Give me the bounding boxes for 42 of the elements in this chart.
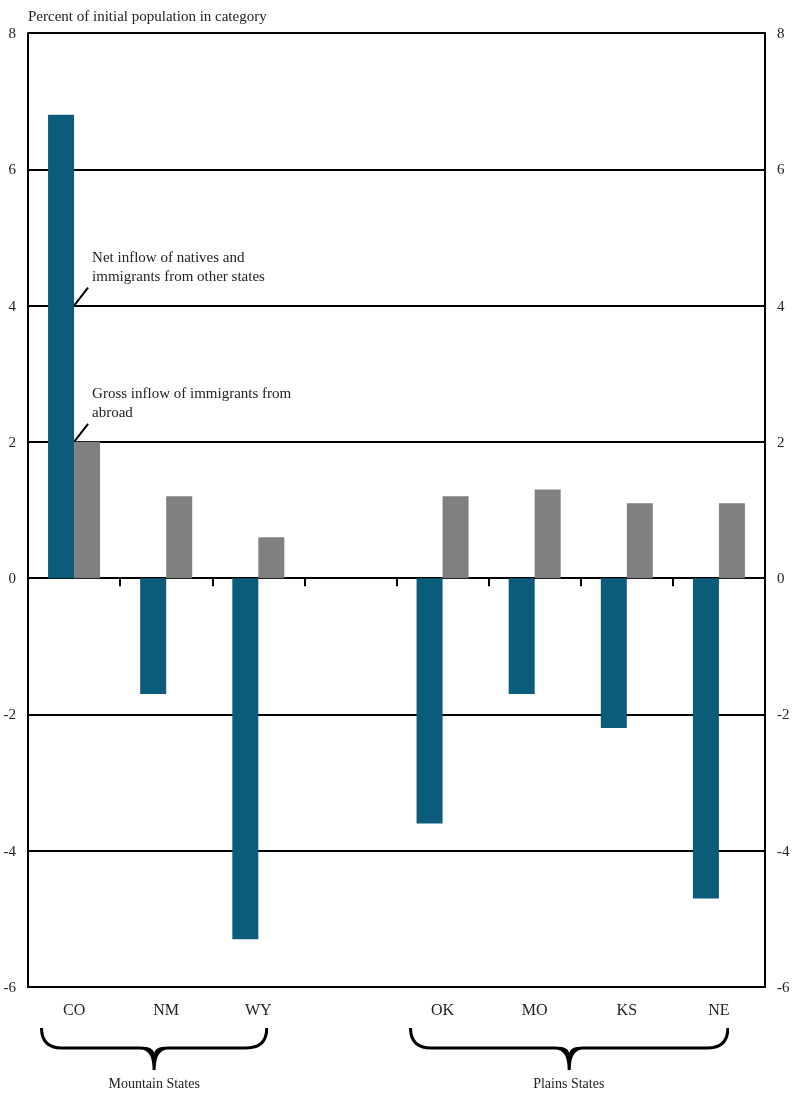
x-tick-label: KS	[616, 1000, 638, 1018]
x-tick-label: CO	[62, 1000, 86, 1018]
x-tick-label: NM	[153, 1000, 180, 1018]
bar	[508, 578, 535, 694]
bar	[74, 441, 101, 579]
x-tick-label: MO	[521, 1000, 548, 1018]
y2-tick-label: 4	[777, 297, 785, 314]
bar	[600, 578, 627, 729]
bar	[140, 578, 167, 694]
y-tick-label: 2	[8, 433, 16, 450]
y-tick-label: 4	[8, 297, 17, 314]
y2-tick-label: 2	[777, 433, 785, 450]
annotation: Gross inflow of immigrants from abroad	[92, 385, 295, 421]
x-tick-label: OK	[431, 1000, 455, 1018]
text: Mountain States	[108, 1075, 200, 1091]
bar	[166, 496, 193, 579]
y-tick-label: -6	[3, 979, 17, 995]
x-tick-label: WY	[244, 1000, 273, 1018]
y2-tick-label: -2	[777, 706, 790, 723]
y2-tick-label: 6	[777, 161, 785, 178]
bar	[718, 503, 745, 579]
x-tick-label: NE	[708, 1000, 730, 1018]
y2-tick-label: 8	[777, 25, 785, 41]
bar	[442, 496, 469, 579]
y2-tick-label: -6	[777, 979, 790, 995]
bar	[416, 578, 443, 824]
annotation: Net inflow of natives and immigrants from other states	[92, 249, 266, 285]
bar	[692, 578, 719, 899]
y-axis-title: Percent of initial population in category	[28, 7, 268, 24]
bar	[626, 503, 653, 579]
bar	[48, 114, 75, 579]
y-tick-label: 6	[8, 161, 17, 178]
y-tick-label: -2	[3, 706, 16, 723]
bar	[534, 489, 561, 579]
y-tick-label: 8	[8, 25, 16, 41]
bar	[232, 578, 259, 940]
y2-tick-label: 0	[777, 570, 785, 587]
text: Plains States	[533, 1075, 605, 1091]
y-tick-label: 0	[8, 570, 16, 587]
bar	[258, 537, 285, 579]
y2-tick-label: -4	[777, 842, 790, 859]
y-tick-label: -4	[3, 842, 17, 859]
